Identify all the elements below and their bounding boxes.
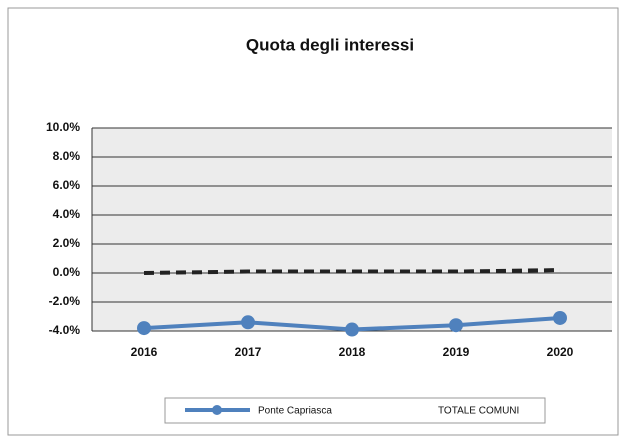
legend-label: Ponte Capriasca [258,406,332,417]
y-tick-label: 0.0% [53,265,81,279]
y-tick-label: -4.0% [49,323,81,337]
legend-marker [212,405,222,415]
y-tick-label: -2.0% [49,294,81,308]
x-tick-label: 2018 [339,345,366,359]
legend-label: TOTALE COMUNI [438,406,519,417]
series-marker [449,318,463,333]
series-marker [553,310,567,325]
series-marker [345,322,359,337]
x-tick-label: 2016 [131,345,158,359]
chart-title: Quota degli interessi [246,35,414,54]
x-tick-label: 2017 [235,345,262,359]
series-marker [137,321,151,336]
y-tick-label: 10.0% [46,120,80,134]
series-line [143,268,561,275]
y-tick-label: 4.0% [53,207,81,221]
x-tick-label: 2019 [443,345,470,359]
y-tick-label: 2.0% [53,236,81,250]
plot-area [92,128,612,331]
series-marker [241,315,255,330]
x-tick-label: 2020 [547,345,574,359]
y-tick-label: 6.0% [53,178,81,192]
y-tick-label: 8.0% [53,149,81,163]
